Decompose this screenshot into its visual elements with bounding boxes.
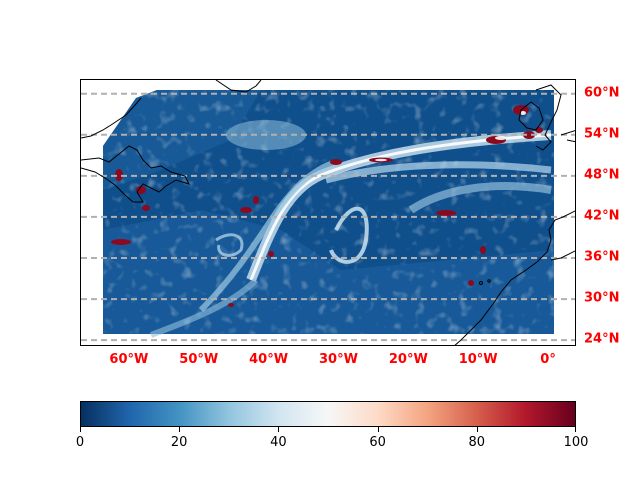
lat-label: 42°N xyxy=(584,208,620,224)
colorbar-tick xyxy=(278,427,280,432)
map-frame xyxy=(80,79,576,346)
lat-label: 54°N xyxy=(584,126,620,142)
colorbar-tick-label: 40 xyxy=(270,435,287,450)
lon-label: 50°W xyxy=(179,352,219,367)
colorbar-tick xyxy=(80,427,81,432)
latitude-gridlines xyxy=(81,92,575,342)
lat-label: 24°N xyxy=(584,331,620,347)
colorbar-tick xyxy=(377,427,379,432)
lon-label: 10°W xyxy=(458,352,498,367)
cloud-field xyxy=(103,90,554,338)
lon-label: 60°W xyxy=(109,352,149,367)
colorbar-tick xyxy=(575,427,576,432)
map-canvas xyxy=(81,80,575,345)
lon-label: 30°W xyxy=(319,352,358,367)
colorbar-tick-label: 100 xyxy=(563,435,589,450)
colorbar-tick xyxy=(476,427,478,432)
lat-label: 48°N xyxy=(584,167,620,183)
colorbar-tick-label: 60 xyxy=(369,435,386,450)
colorbar-tick-label: 20 xyxy=(170,435,188,450)
lat-label: 36°N xyxy=(584,249,620,265)
coastlines xyxy=(81,80,575,345)
colorbar-tick-label: 80 xyxy=(468,435,486,450)
lon-label: 0° xyxy=(540,352,556,367)
colorbar xyxy=(80,401,576,427)
lat-label: 60°N xyxy=(584,85,620,101)
lon-label: 40°W xyxy=(249,352,289,367)
lon-label: 20°W xyxy=(388,352,428,367)
colorbar-tick xyxy=(179,427,181,432)
lat-label: 30°N xyxy=(584,290,620,306)
colorbar-tick-label: 0 xyxy=(75,435,85,450)
